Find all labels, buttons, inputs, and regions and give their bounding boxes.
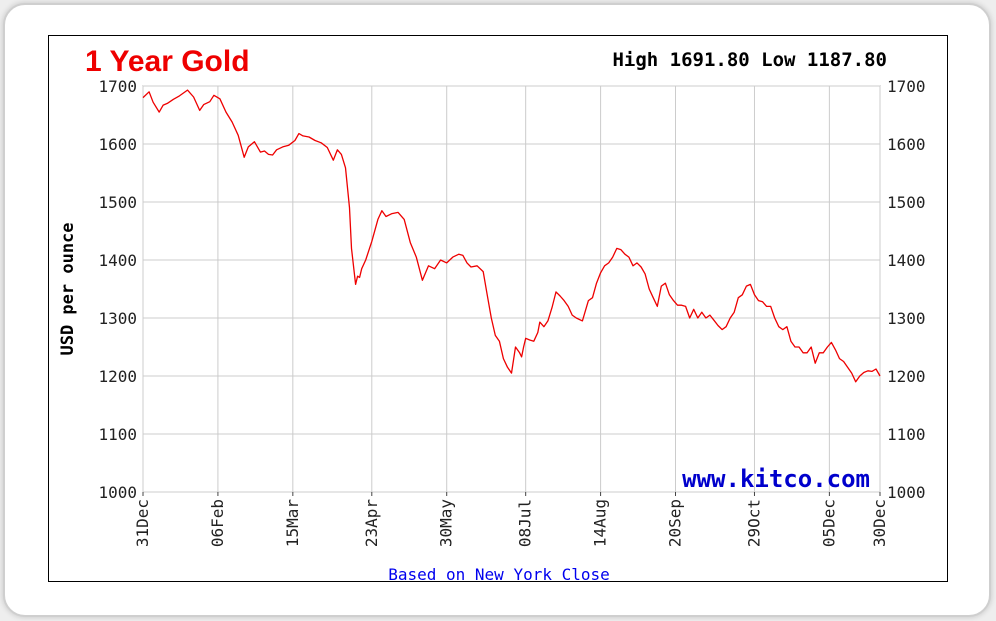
y-tick-label-right: 1200	[887, 367, 926, 386]
y-tick-label-left: 1000	[98, 483, 137, 502]
series-layer	[142, 89, 881, 383]
x-tick-label: 30Dec	[870, 499, 889, 547]
y-tick-label-left: 1600	[98, 135, 137, 154]
x-tick-label: 20Sep	[666, 499, 685, 547]
y-tick-label-right: 1300	[887, 309, 926, 328]
chart-panel: 1700 1700 1600 1600 1500 1500 1400 1400 1300 1300…	[48, 35, 948, 583]
x-tick-label: 15Mar	[283, 499, 302, 548]
y-axis-label: USD per ounce	[58, 222, 78, 355]
y-tick-label-right: 1000	[887, 483, 926, 502]
watermark-kitco: www.kitco.com	[682, 465, 870, 493]
x-tick-label: 08Jul	[516, 499, 535, 547]
x-tick-label: 23Apr	[362, 499, 381, 548]
chart-title: 1 Year Gold	[85, 45, 250, 78]
y-tick-label-left: 1200	[98, 367, 137, 386]
y-tick-label-left: 1500	[98, 193, 137, 212]
x-tick-label: 31Dec	[133, 499, 152, 547]
y-tick-label-right: 1600	[887, 135, 926, 154]
y-tick-label-left: 1700	[98, 77, 137, 96]
y-tick-label-right: 1700	[887, 77, 926, 96]
x-tick-label: 06Feb	[208, 499, 227, 547]
x-tick-label: 05Dec	[819, 499, 838, 547]
y-tick-label-left: 1400	[98, 251, 137, 270]
y-tick-label-right: 1100	[887, 425, 926, 444]
ticks: 1700 1700 1600 1600 1500 1500 1400 1400 1300 1300…	[98, 77, 925, 547]
high-low-readout: High 1691.80 Low 1187.80	[612, 49, 887, 71]
x-tick-label: 14Aug	[591, 499, 610, 547]
gold-price-line	[142, 89, 881, 383]
y-tick-label-left: 1100	[98, 425, 137, 444]
x-tick-label: 30May	[437, 499, 456, 548]
x-axis-label[interactable]: Based on New York Close	[388, 565, 610, 583]
x-tick-label: 29Oct	[744, 499, 763, 547]
y-tick-label-right: 1500	[887, 193, 926, 212]
gold-price-chart: 1700 1700 1600 1600 1500 1500 1400 1400 1300 1300…	[58, 45, 926, 583]
y-tick-label-left: 1300	[98, 309, 137, 328]
y-tick-label-right: 1400	[887, 251, 926, 270]
plot-area	[142, 85, 881, 493]
grid	[142, 85, 881, 493]
